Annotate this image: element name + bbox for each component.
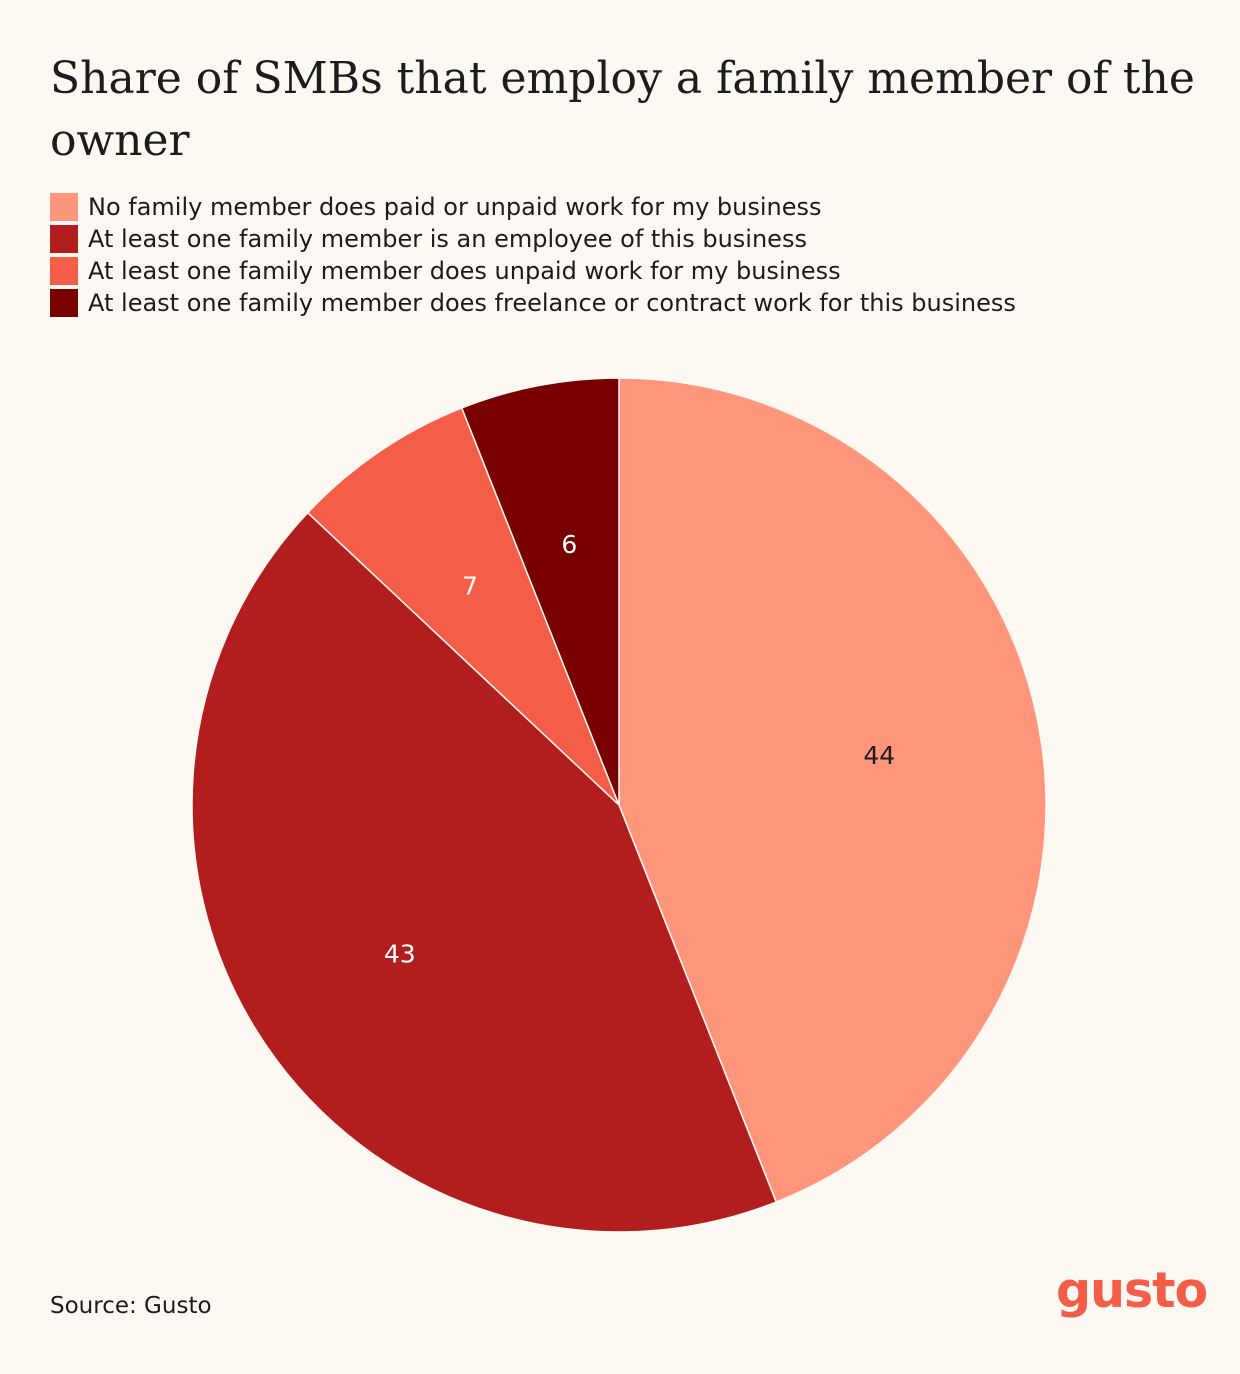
brand-logo: gusto bbox=[1056, 1262, 1208, 1319]
legend-item: At least one family member does freelanc… bbox=[50, 287, 1016, 319]
chart-legend: No family member does paid or unpaid wor… bbox=[50, 191, 1016, 319]
pie-slice-0 bbox=[618, 377, 1047, 1203]
legend-label: At least one family member is an employe… bbox=[88, 225, 807, 253]
pie-slice-label-0: 44 bbox=[863, 741, 895, 770]
pie-slice-label-2: 7 bbox=[462, 571, 478, 600]
pie-slice-3 bbox=[460, 377, 620, 806]
pie-slice-1 bbox=[191, 511, 778, 1233]
legend-item: At least one family member is an employe… bbox=[50, 223, 1016, 255]
legend-label: No family member does paid or unpaid wor… bbox=[88, 193, 822, 221]
legend-label: At least one family member does unpaid w… bbox=[88, 257, 841, 285]
pie-slice-label-1: 43 bbox=[384, 939, 416, 968]
legend-swatch bbox=[50, 193, 78, 221]
source-note: Source: Gusto bbox=[50, 1293, 212, 1319]
pie-slice-2 bbox=[306, 407, 620, 806]
chart-title: Share of SMBs that employ a family membe… bbox=[50, 53, 1195, 166]
legend-swatch bbox=[50, 225, 78, 253]
legend-label: At least one family member does freelanc… bbox=[88, 289, 1016, 317]
legend-swatch bbox=[50, 257, 78, 285]
legend-item: At least one family member does unpaid w… bbox=[50, 255, 1016, 287]
legend-item: No family member does paid or unpaid wor… bbox=[50, 191, 1016, 223]
legend-swatch bbox=[50, 289, 78, 317]
pie-slice-label-3: 6 bbox=[561, 530, 577, 559]
